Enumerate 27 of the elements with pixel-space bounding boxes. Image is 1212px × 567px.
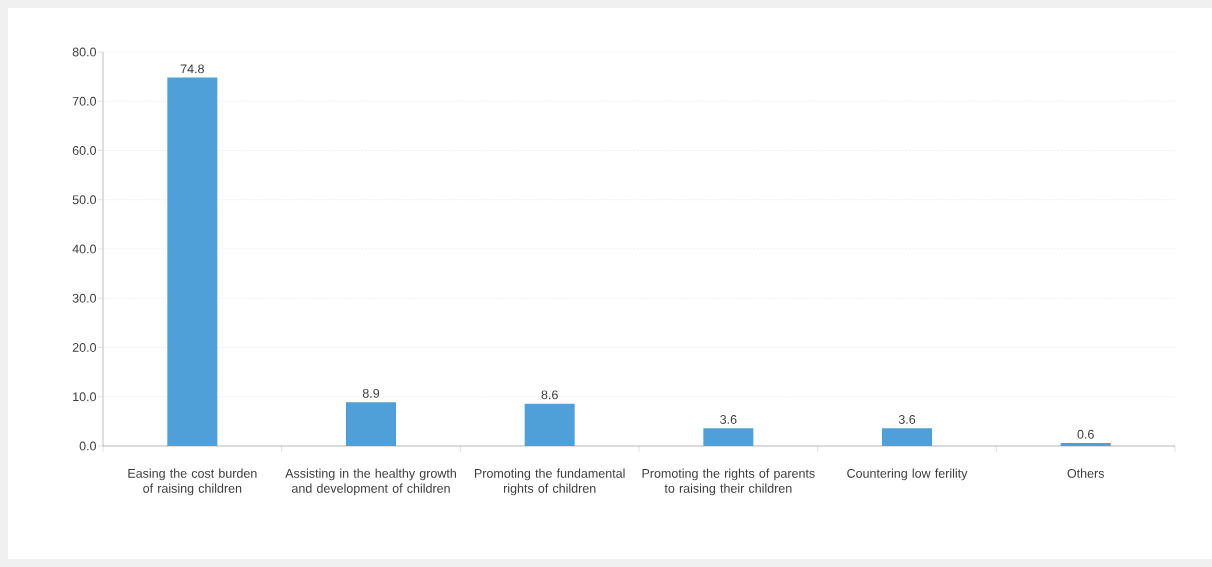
bar [524, 403, 575, 446]
data-label: 3.6 [720, 415, 737, 424]
y-tick-label: 80.0 [72, 47, 97, 57]
data-label: 74.8 [180, 64, 204, 74]
bar [346, 402, 397, 446]
x-tick-label: Promoting the fundamental rights of children [474, 468, 625, 496]
y-tick-label: 0.0 [79, 441, 97, 451]
data-label: 8.6 [541, 390, 558, 400]
bar [167, 77, 218, 446]
y-tick-label: 40.0 [72, 244, 97, 254]
x-tick-label: Countering low ferility [847, 468, 968, 481]
y-tick-label: 10.0 [73, 392, 97, 402]
bar [1060, 443, 1111, 446]
y-tick-label: 30.0 [72, 293, 97, 303]
bar [703, 428, 754, 446]
data-label: 3.6 [898, 415, 916, 424]
y-tick-label: 70.0 [72, 96, 97, 106]
bar [882, 428, 933, 446]
y-tick-label: 50.0 [72, 195, 97, 205]
data-label: 0.6 [1077, 429, 1094, 439]
data-label: 8.9 [362, 388, 380, 398]
x-tick-label: Others [1067, 468, 1104, 478]
x-tick-label: Promoting the rights of parents to raising their children [642, 468, 815, 496]
y-tick-label: 60.0 [72, 146, 97, 155]
y-tick-label: 20.0 [72, 343, 97, 352]
x-tick-label: Assisting in the healthy growth and development of children [285, 468, 456, 496]
x-tick-label: Easing the cost burden of raising children [128, 468, 257, 496]
